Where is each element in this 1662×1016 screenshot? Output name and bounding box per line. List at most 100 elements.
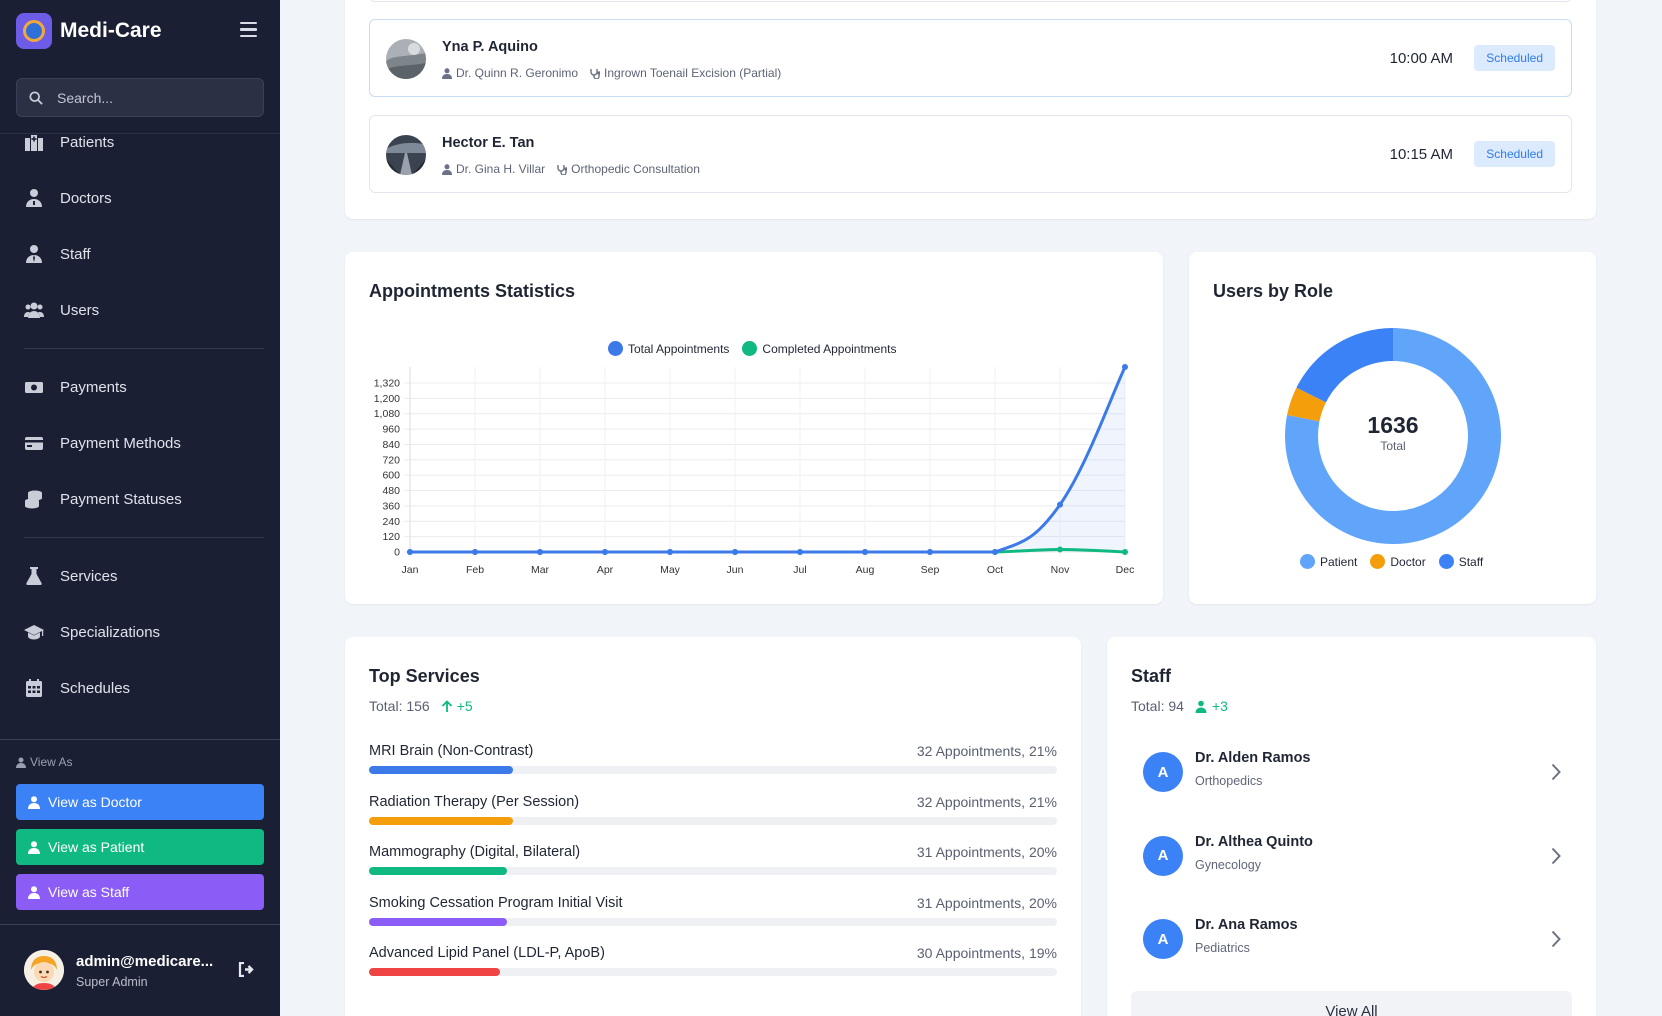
legend-dot: [1438, 554, 1454, 569]
appointments-statistics-card: [345, 252, 1163, 604]
service-name: Ingrown Toenail Excision (Partial): [604, 66, 782, 80]
y-tick-label: 840: [382, 439, 400, 451]
avatar: A: [1143, 919, 1183, 959]
y-tick-label: 720: [382, 454, 400, 466]
appointments-line-chart: 0 120 240 360 480 600 720 840 960 1,080 1,200 1,320…: [374, 364, 1134, 576]
patient-name: Hector E. Tan: [442, 135, 535, 151]
user-doctor-icon: [442, 163, 452, 175]
legend-item[interactable]: Doctor: [1370, 554, 1426, 569]
menu-toggle-icon[interactable]: [240, 22, 257, 41]
user-secret-icon: [16, 757, 26, 768]
nav-users[interactable]: Users: [24, 295, 99, 325]
app-name: Medi-Care: [60, 19, 162, 42]
nav-payments[interactable]: Payments: [24, 372, 127, 402]
button-label: View as Doctor: [48, 794, 142, 810]
chevron-right-icon: [1551, 847, 1561, 864]
service-row[interactable]: Advanced Lipid Panel (LDL-P, ApoB) 30 App…: [369, 945, 1057, 979]
service-row[interactable]: Radiation Therapy (Per Session) 32 Appoin…: [369, 794, 1057, 828]
progress-fill: [369, 917, 507, 926]
appointment-time: 10:00 AM: [1389, 50, 1453, 67]
patient-avatar: [386, 135, 426, 175]
donut-slice[interactable]: [1287, 387, 1326, 422]
x-tick-label: Apr: [597, 564, 614, 576]
service-row[interactable]: Mammography (Digital, Bilateral) 31 Appoi…: [369, 844, 1057, 878]
legend-dot: [608, 341, 623, 356]
doctor-name: Dr. Gina H. Villar: [456, 162, 546, 176]
stethoscope-icon: [590, 68, 601, 79]
view-as-staff-button[interactable]: View as Staff: [16, 874, 264, 910]
search-input[interactable]: [57, 89, 247, 106]
y-tick-label: 1,200: [374, 393, 400, 405]
staff-list-item[interactable]: A Dr. Alden Ramos Orthopedics: [1131, 732, 1572, 816]
search-box[interactable]: [16, 78, 264, 117]
stethoscope-icon: [557, 164, 568, 175]
avatar[interactable]: [24, 950, 64, 990]
y-tick-label: 1,080: [374, 408, 400, 420]
data-point: [992, 549, 998, 555]
appointment-row[interactable]: Yna P. Aquino Dr. Quinn R. Geronimo Ingr…: [369, 19, 1572, 97]
nav-specializations[interactable]: Specializations: [24, 617, 160, 647]
nav-staff[interactable]: Staff: [24, 239, 91, 269]
appointment-meta: Dr. Quinn R. Geronimo Ingrown Toenail Ex…: [442, 66, 781, 80]
staff-list-item[interactable]: A Dr. Althea Quinto Gynecology: [1131, 816, 1572, 900]
staff-name: Dr. Alden Ramos: [1195, 750, 1311, 766]
nav-payment-statuses[interactable]: Payment Statuses: [24, 484, 182, 514]
service-row[interactable]: Smoking Cessation Program Initial Visit 3…: [369, 895, 1057, 929]
legend-label: Total Appointments: [628, 341, 730, 356]
delta-label: +5: [456, 698, 473, 714]
coins-icon: [25, 490, 42, 509]
nav-services[interactable]: Services: [24, 561, 118, 591]
data-point: [1057, 546, 1063, 553]
view-as-patient-button[interactable]: View as Patient: [16, 829, 264, 865]
user-doctor-icon: [28, 795, 40, 809]
logout-icon[interactable]: [238, 962, 255, 977]
x-tick-label: Jul: [793, 564, 806, 576]
legend-item[interactable]: Completed Appointments: [742, 341, 897, 356]
logo-icon: [16, 13, 52, 49]
brand[interactable]: Medi-Care: [16, 13, 162, 49]
donut-slice[interactable]: [1285, 328, 1501, 544]
nav-schedules[interactable]: Schedules: [24, 673, 130, 703]
nav-payment-methods[interactable]: Payment Methods: [24, 428, 181, 458]
data-point: [472, 549, 478, 555]
progress-track: [369, 968, 1057, 976]
data-point: [862, 549, 868, 555]
progress-track: [369, 917, 1057, 926]
data-point: [927, 549, 933, 555]
nav-patients[interactable]: Patients: [24, 127, 114, 157]
view-as-doctor-button[interactable]: View as Doctor: [16, 784, 264, 820]
flask-icon: [26, 567, 42, 585]
progress-fill: [369, 867, 507, 875]
data-point: [602, 549, 608, 555]
y-tick-label: 240: [382, 516, 400, 528]
appointment-row[interactable]: Hector E. Tan Dr. Gina H. Villar Orthope…: [369, 115, 1572, 193]
service-count: 30 Appointments, 19%: [916, 945, 1057, 961]
x-tick-label: May: [660, 564, 681, 576]
view-all-button[interactable]: View All: [1131, 991, 1572, 1016]
data-point: [537, 549, 543, 555]
appointment-row-partial[interactable]: [369, 0, 1572, 2]
legend-item[interactable]: Patient: [1300, 554, 1357, 569]
user-tie-icon: [28, 885, 40, 899]
nav-doctors[interactable]: Doctors: [24, 183, 112, 213]
staff-list-item[interactable]: A Dr. Ana Ramos Pediatrics: [1131, 899, 1572, 983]
legend-item[interactable]: Staff: [1438, 554, 1483, 569]
y-tick-label: 480: [382, 485, 400, 497]
service-name: Mammography (Digital, Bilateral): [369, 844, 581, 860]
divider: [0, 924, 280, 925]
progress-fill: [369, 968, 500, 976]
legend-item[interactable]: Total Appointments: [608, 341, 729, 356]
donut-slice[interactable]: [1296, 328, 1393, 403]
donut-legend: Patient Doctor Staff: [1300, 554, 1496, 569]
calendar-icon: [26, 679, 42, 697]
services-total: Total: 156 +5: [369, 698, 473, 714]
card-title: Users by Role: [1213, 281, 1334, 301]
x-tick-label: Oct: [987, 564, 1003, 576]
legend-dot: [1300, 554, 1315, 569]
x-tick-label: Mar: [531, 564, 550, 576]
progress-fill: [369, 766, 514, 774]
nav-label: Schedules: [60, 679, 131, 697]
users-icon: [24, 302, 44, 318]
data-point: [667, 549, 673, 555]
service-row[interactable]: MRI Brain (Non-Contrast) 32 Appointments,…: [369, 743, 1057, 777]
